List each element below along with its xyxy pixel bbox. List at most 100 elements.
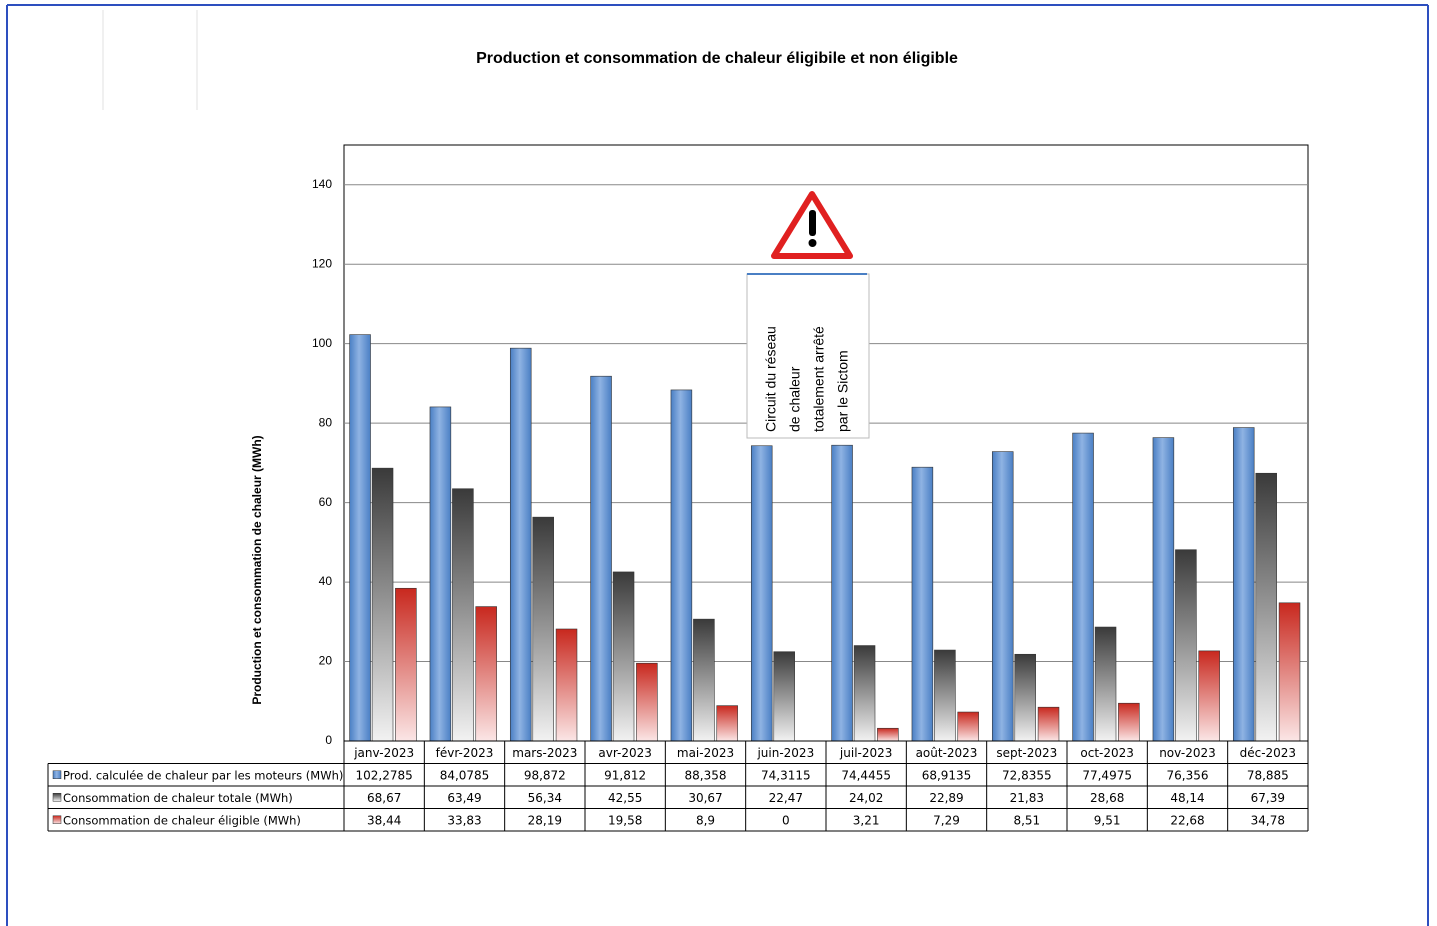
table-value: 28,68	[1090, 791, 1124, 805]
x-tick-label: avr-2023	[598, 746, 652, 760]
legend-swatch	[52, 770, 62, 779]
bar	[1072, 432, 1094, 742]
table-value: 56,34	[528, 791, 562, 805]
x-tick-label: janv-2023	[353, 746, 414, 760]
bar	[750, 445, 773, 742]
bar	[1014, 653, 1036, 742]
bar	[371, 467, 394, 742]
x-tick-label: févr-2023	[436, 746, 494, 760]
table-value: 72,8355	[1002, 768, 1052, 782]
table-value: 76,356	[1167, 768, 1209, 782]
y-tick-label: 0	[325, 733, 332, 747]
bar	[429, 406, 452, 742]
bar	[475, 606, 497, 742]
annotation-box	[746, 273, 870, 439]
bar	[590, 375, 612, 742]
table-value: 77,4975	[1082, 768, 1132, 782]
x-tick-label: mars-2023	[512, 746, 577, 760]
x-tick-label: déc-2023	[1240, 746, 1296, 760]
table-value: 28,19	[528, 813, 562, 827]
table-value: 22,68	[1170, 813, 1204, 827]
plot-area: 0 20 40 60 80 100 120 140	[312, 144, 1309, 747]
bar	[877, 727, 899, 742]
bar	[1094, 626, 1117, 742]
bar	[911, 466, 934, 742]
bar	[1152, 437, 1175, 742]
x-tick-label: mai-2023	[677, 746, 734, 760]
y-tick-label: 20	[319, 654, 333, 668]
annotation: Circuit du réseau de chaleur totalement ar…	[763, 326, 851, 432]
table-value: 68,67	[367, 791, 401, 805]
table-value: 22,47	[769, 791, 803, 805]
table-value: 63,49	[447, 791, 481, 805]
table-value: 38,44	[367, 813, 401, 827]
table-value: 67,39	[1251, 791, 1285, 805]
legend-swatch	[52, 815, 62, 824]
x-tick-label: nov-2023	[1159, 746, 1216, 760]
legend-swatch	[52, 793, 62, 802]
y-tick-label: 60	[319, 495, 333, 509]
table-value: 24,02	[849, 791, 883, 805]
bar	[934, 649, 956, 742]
bar	[957, 711, 979, 742]
table-value: 7,29	[933, 813, 960, 827]
table-value: 78,885	[1247, 768, 1289, 782]
x-tick-label: oct-2023	[1080, 746, 1134, 760]
table-value: 88,358	[685, 768, 727, 782]
bar	[853, 645, 876, 742]
bar	[349, 334, 371, 742]
y-tick-label: 140	[312, 177, 332, 191]
table-value: 42,55	[608, 791, 642, 805]
table-value: 33,83	[447, 813, 481, 827]
table-value: 0	[782, 813, 790, 827]
table-value: 98,872	[524, 768, 566, 782]
y-axis-label: Production et consommation de chaleur (M…	[250, 435, 264, 704]
bar	[1232, 427, 1255, 742]
table-value: 102,2785	[356, 768, 413, 782]
legend-label: Consommation de chaleur totale (MWh)	[63, 791, 293, 805]
x-tick-label: août-2023	[916, 746, 978, 760]
annotation-text: totalement arrêté	[811, 326, 827, 432]
y-tick-label: 80	[319, 415, 333, 429]
annotation-text: par le Sictom	[835, 350, 851, 432]
table-value: 22,89	[929, 791, 963, 805]
table-value: 34,78	[1251, 813, 1285, 827]
table-value: 74,4455	[841, 768, 891, 782]
table-value: 19,58	[608, 813, 642, 827]
bar	[1118, 702, 1140, 742]
bar	[670, 389, 693, 742]
x-tick-label: juil-2023	[839, 746, 892, 760]
x-tick-label: juin-2023	[756, 746, 814, 760]
table-value: 21,83	[1010, 791, 1044, 805]
x-tick-label: sept-2023	[996, 746, 1057, 760]
table-value: 74,3115	[761, 768, 811, 782]
warning-icon	[771, 191, 853, 259]
annotation-text: Circuit du réseau	[763, 326, 779, 432]
bar	[693, 618, 715, 742]
annotation-text: de chaleur	[787, 366, 803, 432]
y-tick-label: 100	[312, 336, 332, 350]
bar	[831, 444, 853, 742]
table-value: 9,51	[1094, 813, 1121, 827]
legend-label: Consommation de chaleur éligible (MWh)	[63, 813, 301, 827]
bar	[395, 587, 417, 742]
bar	[636, 662, 658, 742]
bar	[773, 651, 795, 742]
data-table: janv-2023 févr-2023 mars-2023 avr-2023 mai-2…	[47, 740, 1309, 832]
table-value: 91,812	[604, 768, 646, 782]
bar	[1175, 549, 1197, 742]
table-value: 30,67	[688, 791, 722, 805]
table-value: 8,9	[696, 813, 715, 827]
bar	[1198, 650, 1220, 742]
bar	[612, 571, 635, 742]
table-value: 48,14	[1170, 791, 1204, 805]
bar	[1278, 602, 1301, 742]
y-tick-label: 120	[312, 256, 332, 270]
y-tick-label: 40	[319, 574, 333, 588]
bar	[1037, 706, 1060, 742]
bar	[532, 516, 554, 742]
bar	[716, 705, 738, 742]
bar	[452, 488, 474, 742]
bar	[1255, 472, 1277, 742]
